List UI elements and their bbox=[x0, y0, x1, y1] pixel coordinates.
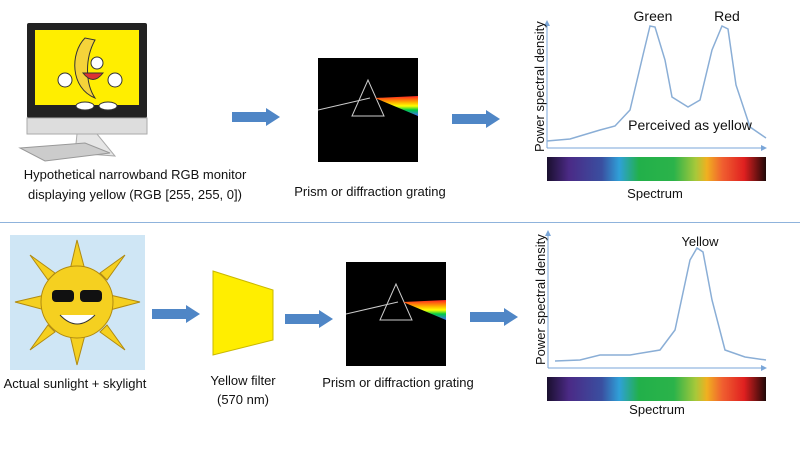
prism-label: Prism or diffraction grating bbox=[294, 184, 446, 199]
sunlight-label: Actual sunlight + skylight bbox=[3, 376, 147, 391]
filter-label-line2: (570 nm) bbox=[216, 392, 270, 407]
prism-image bbox=[345, 262, 446, 366]
yellow-filter bbox=[212, 270, 274, 356]
monitor-label-line1: Hypothetical narrowband RGB monitor bbox=[23, 167, 247, 182]
spectrum-bar bbox=[547, 377, 766, 401]
monitor-label-line2: displaying yellow (RGB [255, 255, 0]) bbox=[28, 187, 242, 202]
spectrum-bar bbox=[547, 157, 766, 181]
peak-label-yellow: Yellow bbox=[681, 234, 719, 249]
sun-illustration bbox=[10, 235, 145, 370]
annotation: Perceived as yellow bbox=[628, 117, 752, 133]
bottom-spectrum-chart bbox=[545, 230, 767, 371]
x-axis-label: Spectrum bbox=[629, 402, 685, 417]
monitor-illustration bbox=[18, 23, 148, 162]
prism-image bbox=[317, 58, 418, 162]
prism-label: Prism or diffraction grating bbox=[322, 375, 474, 390]
arrow-right-icon bbox=[452, 110, 500, 128]
peak-label-green: Green bbox=[633, 8, 673, 24]
arrow-right-icon bbox=[152, 305, 200, 323]
spectrum-curve bbox=[554, 246, 767, 362]
arrow-right-icon bbox=[470, 308, 518, 326]
x-axis-label: Spectrum bbox=[627, 186, 683, 201]
peak-label-red: Red bbox=[714, 8, 740, 24]
filter-label-line1: Yellow filter bbox=[210, 373, 276, 388]
spectrum-curve bbox=[546, 24, 767, 142]
y-axis-label: Power spectral density bbox=[533, 234, 548, 365]
arrow-right-icon bbox=[232, 108, 280, 126]
arrow-right-icon bbox=[285, 310, 333, 328]
top-spectrum-chart bbox=[544, 20, 767, 151]
y-axis-label: Power spectral density bbox=[532, 21, 547, 152]
divider bbox=[0, 222, 800, 223]
